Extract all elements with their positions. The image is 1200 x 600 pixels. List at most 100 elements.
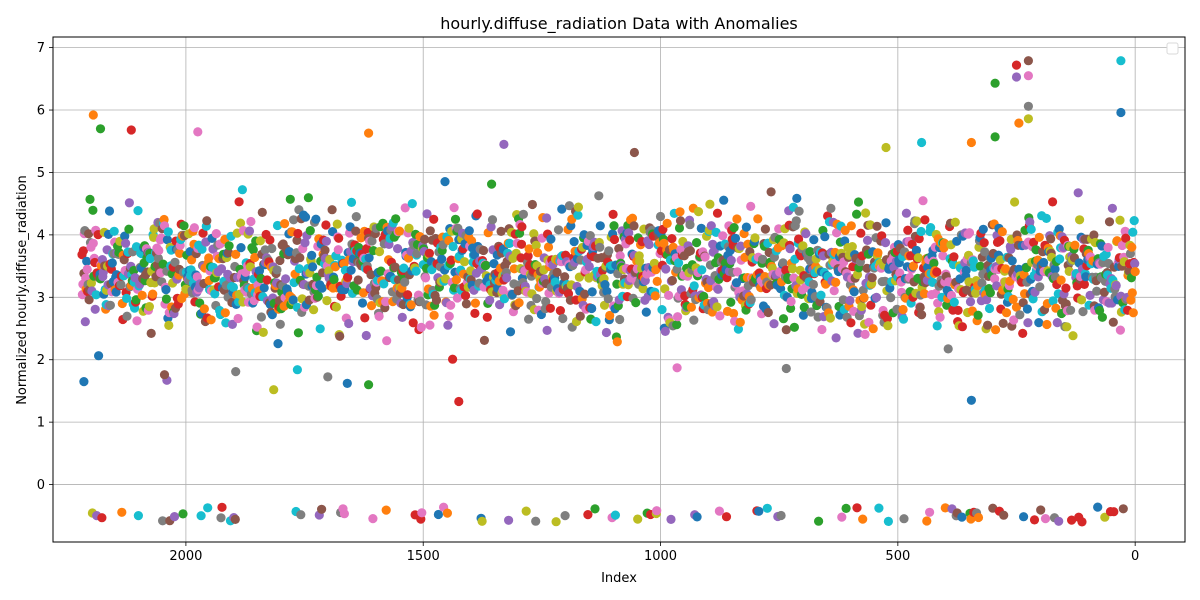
- data-point: [965, 297, 976, 307]
- data-point: [794, 234, 804, 244]
- data-point: [1042, 319, 1052, 330]
- chart-title: hourly.diffuse_radiation Data with Anoma…: [440, 14, 798, 34]
- data-point: [999, 510, 1009, 520]
- data-point: [925, 507, 935, 517]
- data-point: [1130, 267, 1140, 277]
- data-point: [713, 284, 723, 294]
- data-point: [133, 510, 143, 521]
- outlier-point: [1023, 71, 1033, 81]
- x-tick-label: 1500: [407, 549, 440, 564]
- data-point: [957, 322, 968, 332]
- data-point: [487, 215, 498, 225]
- data-point: [343, 272, 353, 282]
- data-point: [374, 247, 385, 257]
- data-point: [482, 312, 492, 322]
- data-point: [133, 206, 143, 216]
- data-point: [285, 194, 295, 204]
- data-point: [957, 512, 967, 522]
- data-point: [667, 275, 678, 286]
- data-point: [521, 506, 531, 516]
- data-point: [472, 209, 482, 219]
- data-point: [228, 282, 238, 292]
- data-point: [280, 219, 290, 229]
- data-point: [786, 303, 796, 313]
- data-point: [187, 255, 197, 265]
- data-point: [161, 294, 171, 304]
- data-point: [351, 212, 361, 222]
- data-point: [696, 223, 706, 233]
- data-point: [404, 223, 414, 233]
- data-point: [339, 509, 349, 519]
- data-point: [1115, 215, 1125, 225]
- data-point: [551, 517, 561, 527]
- data-point: [806, 307, 816, 317]
- data-point: [763, 307, 773, 318]
- data-point: [267, 310, 277, 320]
- data-point: [1128, 227, 1138, 237]
- data-point: [730, 233, 741, 243]
- y-tick-label: 1: [37, 416, 45, 431]
- data-point: [1006, 244, 1016, 254]
- data-point: [448, 241, 458, 252]
- outlier-point: [917, 137, 927, 148]
- data-point: [499, 294, 509, 304]
- data-point: [1041, 213, 1051, 223]
- data-point: [858, 514, 868, 524]
- data-point: [1039, 257, 1049, 268]
- data-point: [294, 264, 304, 274]
- data-point: [781, 325, 791, 335]
- data-point: [357, 298, 368, 308]
- data-point: [446, 255, 456, 265]
- data-point: [942, 300, 952, 310]
- data-point: [750, 233, 760, 243]
- data-point: [984, 303, 995, 314]
- data-point: [1052, 318, 1062, 328]
- data-point: [85, 194, 95, 204]
- data-point: [248, 245, 258, 255]
- data-point: [882, 313, 893, 324]
- data-point: [179, 221, 189, 231]
- data-point: [605, 310, 615, 321]
- data-point: [82, 256, 92, 266]
- data-point: [853, 197, 864, 207]
- data-point: [746, 201, 756, 211]
- data-point: [431, 295, 442, 305]
- data-point: [608, 209, 618, 219]
- data-point: [569, 237, 579, 247]
- data-point: [1104, 217, 1115, 227]
- data-point: [327, 205, 337, 215]
- data-point: [926, 223, 936, 233]
- data-point: [977, 278, 987, 288]
- data-point: [1019, 270, 1029, 280]
- outlier-point: [1011, 72, 1022, 82]
- data-point: [545, 303, 556, 313]
- data-point: [335, 331, 345, 341]
- data-point: [406, 300, 416, 310]
- outlier-point: [454, 396, 464, 407]
- data-point: [674, 223, 685, 233]
- data-point: [333, 245, 343, 255]
- data-point: [1035, 282, 1045, 292]
- data-point: [216, 513, 226, 523]
- data-point: [211, 229, 221, 239]
- outlier-point: [1116, 56, 1126, 66]
- data-point: [1128, 308, 1138, 318]
- data-point: [425, 226, 435, 236]
- data-point: [982, 295, 992, 305]
- data-point: [1009, 315, 1019, 325]
- data-point: [629, 221, 639, 231]
- data-point: [872, 221, 882, 231]
- data-point: [485, 295, 495, 305]
- data-point: [353, 275, 363, 285]
- data-point: [881, 218, 891, 228]
- data-point: [464, 226, 474, 236]
- data-point: [82, 264, 92, 274]
- data-point: [227, 319, 237, 329]
- data-point: [86, 278, 96, 288]
- data-point: [558, 313, 568, 324]
- data-point: [429, 214, 439, 224]
- data-point: [105, 300, 115, 310]
- data-point: [689, 315, 699, 325]
- data-point: [798, 241, 808, 251]
- data-point: [1075, 215, 1085, 225]
